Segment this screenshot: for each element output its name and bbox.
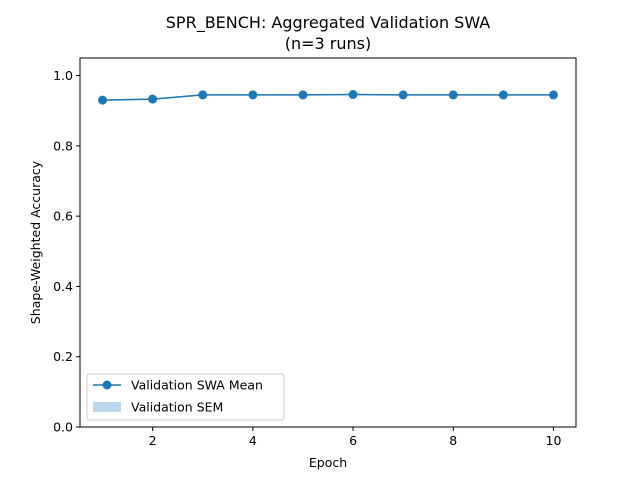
x-tick-label: 10: [546, 433, 562, 448]
legend-marker-swatch: [102, 380, 112, 390]
plot-frame: [79, 57, 577, 428]
data-point: [98, 95, 108, 105]
y-tick-label: 0.2: [53, 349, 73, 364]
x-tick-label: 8: [449, 433, 457, 448]
y-tick-label: 0.4: [53, 279, 73, 294]
x-tick-label: 4: [249, 433, 257, 448]
data-point: [348, 90, 358, 100]
legend-label-mean: Validation SWA Mean: [131, 378, 263, 393]
y-tick-label: 0.8: [53, 138, 73, 153]
x-tick-label: 2: [149, 433, 157, 448]
legend-box: [86, 373, 285, 421]
axis-ticks: 2 4 6 8 10 0.0 0.2 0.4 0.6 0.8 1.0: [53, 68, 561, 448]
data-point: [548, 90, 558, 100]
y-axis-label: Shape-Weighted Accuracy: [28, 160, 43, 324]
legend: Validation SWA Mean Validation SEM: [86, 373, 285, 421]
plot-area: [98, 90, 558, 105]
y-tick-label: 0.0: [53, 420, 73, 435]
data-point: [498, 90, 508, 100]
data-point: [448, 90, 458, 100]
chart-title-line2: (n=3 runs): [285, 34, 372, 53]
chart-title-line1: SPR_BENCH: Aggregated Validation SWA: [166, 13, 491, 33]
legend-label-sem: Validation SEM: [131, 400, 223, 415]
y-tick-label: 1.0: [53, 68, 73, 83]
legend-band-swatch: [93, 402, 121, 412]
data-point: [198, 90, 208, 100]
series-line-swa-mean: [102, 93, 554, 101]
data-point: [398, 90, 408, 100]
data-point: [148, 94, 158, 104]
x-tick-label: 6: [349, 433, 357, 448]
data-point: [248, 90, 258, 100]
y-tick-label: 0.6: [53, 209, 73, 224]
data-point: [298, 90, 308, 100]
x-axis-label: Epoch: [309, 455, 347, 470]
